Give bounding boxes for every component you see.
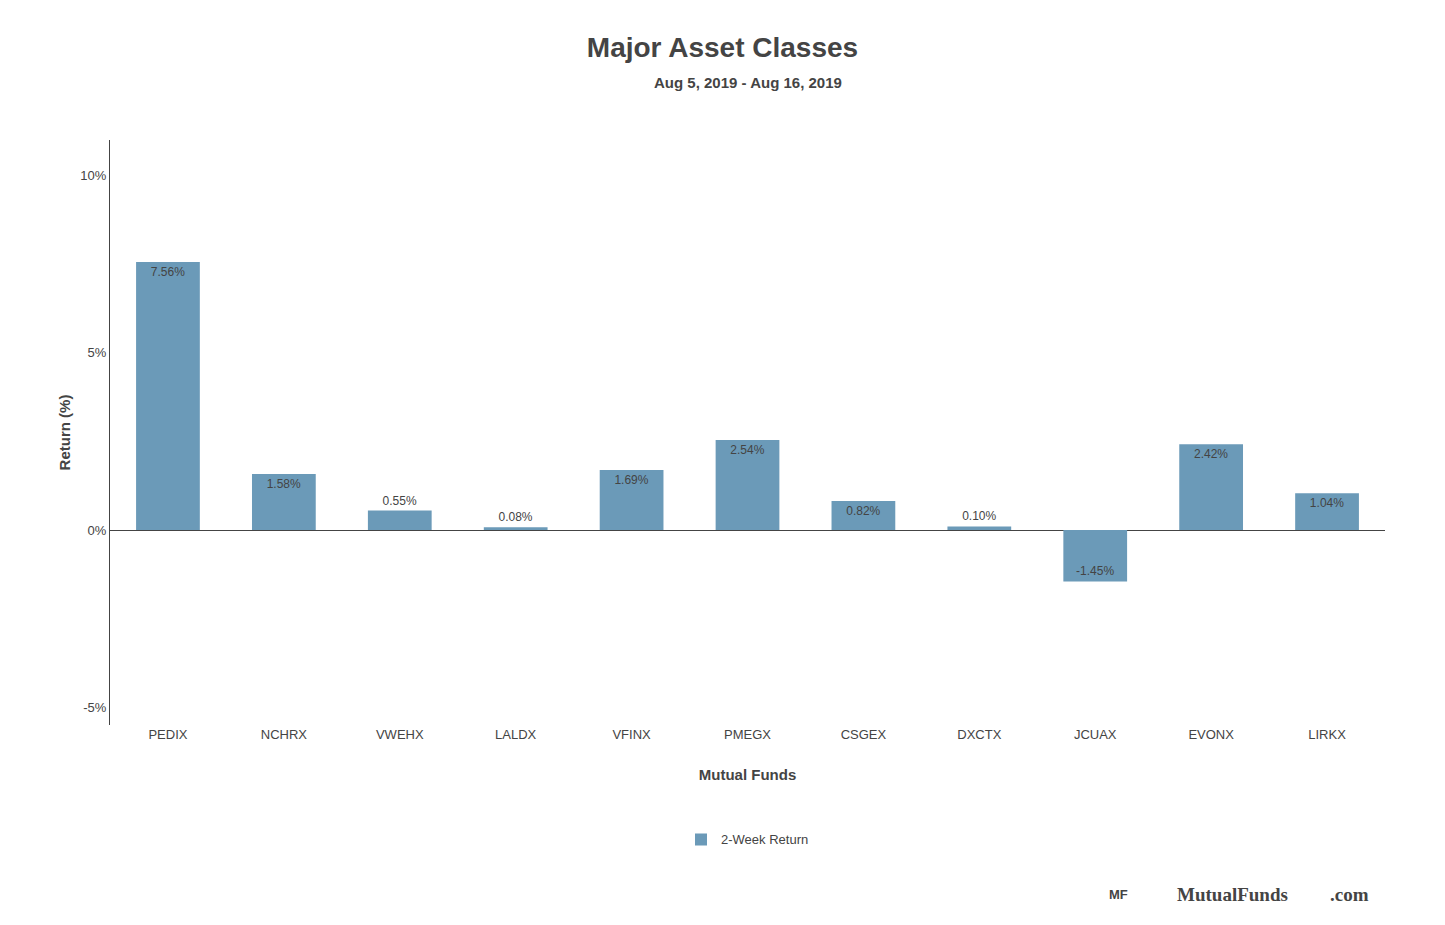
svg-text:Aug 5, 2019 - Aug 16, 2019: Aug 5, 2019 - Aug 16, 2019 — [654, 74, 842, 91]
svg-text:VWEHX: VWEHX — [376, 727, 424, 742]
svg-text:Mutual Funds: Mutual Funds — [699, 766, 797, 783]
svg-text:0.10%: 0.10% — [962, 509, 996, 523]
svg-text:-5%: -5% — [83, 700, 107, 715]
svg-text:MF: MF — [1109, 887, 1128, 902]
svg-text:Major Asset Classes: Major Asset Classes — [587, 32, 858, 63]
svg-text:DXCTX: DXCTX — [957, 727, 1001, 742]
svg-text:JCUAX: JCUAX — [1074, 727, 1117, 742]
svg-text:0.55%: 0.55% — [383, 494, 417, 508]
svg-text:1.58%: 1.58% — [267, 477, 301, 491]
svg-text:PEDIX: PEDIX — [148, 727, 187, 742]
svg-text:EVONX: EVONX — [1188, 727, 1234, 742]
svg-text:1.69%: 1.69% — [614, 473, 648, 487]
svg-text:LIRKX: LIRKX — [1308, 727, 1346, 742]
svg-text:-1.45%: -1.45% — [1076, 564, 1114, 578]
svg-text:5%: 5% — [88, 345, 107, 360]
svg-text:MutualFunds: MutualFunds — [1177, 884, 1288, 905]
svg-text:0.08%: 0.08% — [499, 510, 533, 524]
svg-text:PMEGX: PMEGX — [724, 727, 771, 742]
svg-text:7.56%: 7.56% — [151, 265, 185, 279]
svg-text:.com: .com — [1330, 884, 1369, 905]
svg-text:2-Week Return: 2-Week Return — [721, 832, 808, 847]
svg-text:1.04%: 1.04% — [1310, 496, 1344, 510]
svg-text:NCHRX: NCHRX — [261, 727, 308, 742]
svg-text:CSGEX: CSGEX — [841, 727, 887, 742]
svg-text:Return (%): Return (%) — [56, 395, 73, 471]
svg-text:VFINX: VFINX — [612, 727, 651, 742]
svg-text:0%: 0% — [88, 523, 107, 538]
svg-text:LALDX: LALDX — [495, 727, 537, 742]
svg-text:10%: 10% — [80, 168, 106, 183]
svg-text:0.82%: 0.82% — [846, 504, 880, 518]
svg-text:2.42%: 2.42% — [1194, 447, 1228, 461]
svg-text:2.54%: 2.54% — [730, 443, 764, 457]
